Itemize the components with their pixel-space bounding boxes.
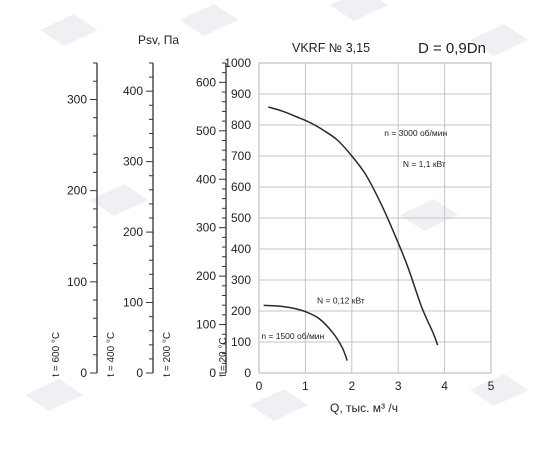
temperature-tick-label: 400 bbox=[123, 84, 143, 98]
y-tick-label: 500 bbox=[231, 211, 251, 225]
y-tick-label: 0 bbox=[244, 366, 251, 380]
x-tick-label: 5 bbox=[488, 379, 495, 393]
temperature-axis-label: t = 600 °C bbox=[51, 332, 62, 377]
watermark-mark bbox=[400, 199, 458, 231]
temperature-tick-label: 500 bbox=[196, 124, 216, 138]
x-tick-label: 3 bbox=[395, 379, 402, 393]
y-tick-label: 400 bbox=[231, 242, 251, 256]
curve-1500-rpm bbox=[263, 304, 348, 361]
temperature-tick-label: 100 bbox=[67, 275, 87, 289]
y-tick-label: 600 bbox=[231, 180, 251, 194]
temperature-tick-label: 200 bbox=[67, 184, 87, 198]
watermark-mark bbox=[330, 0, 388, 21]
watermark-mark bbox=[25, 379, 83, 411]
chart-grid bbox=[258, 62, 492, 374]
chart-title: VKRF № 3,15 bbox=[292, 41, 370, 55]
watermark-mark bbox=[90, 184, 148, 216]
temperature-tick-label: 300 bbox=[196, 221, 216, 235]
chart-subtitle: D = 0,9Dn bbox=[418, 40, 486, 57]
x-tick-label: 2 bbox=[348, 379, 355, 393]
x-tick-label: 1 bbox=[302, 379, 309, 393]
y-tick-label: 900 bbox=[231, 87, 251, 101]
curve-annotation: n = 3000 об/мин bbox=[384, 128, 447, 138]
temperature-tick-label: 200 bbox=[196, 269, 216, 283]
curve-annotation: N = 0,12 кВт bbox=[317, 295, 365, 305]
x-axis-label: Q, тыс. м³ /ч bbox=[330, 401, 398, 415]
y-axis-label: Psv, Па bbox=[138, 33, 179, 47]
temperature-tick-label: 100 bbox=[196, 318, 216, 332]
watermark bbox=[25, 0, 528, 421]
y-tick-label: 700 bbox=[231, 149, 251, 163]
temperature-axis-label: t = 200 °C bbox=[162, 332, 173, 377]
series-lines bbox=[263, 106, 439, 361]
watermark-mark bbox=[40, 14, 98, 46]
curve-annotation: N = 1,1 кВт bbox=[403, 159, 446, 169]
temperature-tick-label: 100 bbox=[123, 296, 143, 310]
y-tick-label: 200 bbox=[231, 304, 251, 318]
curve-annotation: n = 1500 об/мин bbox=[261, 331, 324, 341]
temperature-tick-label: 0 bbox=[209, 366, 216, 380]
annotations: n = 3000 об/мин N = 1,1 кВт N = 0,12 кВт n … bbox=[261, 128, 447, 341]
temperature-tick-label: 300 bbox=[123, 155, 143, 169]
y-tick-label: 300 bbox=[231, 273, 251, 287]
temperature-tick-label: 0 bbox=[136, 366, 143, 380]
temperature-tick-label: 200 bbox=[123, 225, 143, 239]
temperature-axis-label: t = 20 °C bbox=[218, 337, 229, 376]
y-tick-label: 800 bbox=[231, 118, 251, 132]
temperature-tick-label: 300 bbox=[67, 92, 87, 106]
main-axis: 0 100 200 300 400 500 600 700 800 900 1000 0 1 2 3 4 5 bbox=[224, 56, 494, 393]
temperature-axis-label: t = 400 °C bbox=[106, 332, 117, 377]
secondary-axes: t = 20 °C t = 200 °C 0 100 200 300 400 500 600 t … bbox=[51, 62, 229, 380]
watermark-mark bbox=[470, 374, 528, 406]
watermark-mark bbox=[180, 4, 238, 36]
curve-3000-rpm bbox=[268, 106, 439, 346]
watermark-mark bbox=[470, 24, 528, 56]
x-tick-label: 4 bbox=[441, 379, 448, 393]
temperature-tick-label: 400 bbox=[196, 172, 216, 186]
y-tick-label: 1000 bbox=[224, 56, 251, 70]
x-tick-label: 0 bbox=[256, 379, 263, 393]
temperature-tick-label: 600 bbox=[196, 75, 216, 89]
watermark-mark bbox=[250, 389, 308, 421]
temperature-tick-label: 0 bbox=[80, 366, 87, 380]
y-tick-label: 100 bbox=[231, 335, 251, 349]
